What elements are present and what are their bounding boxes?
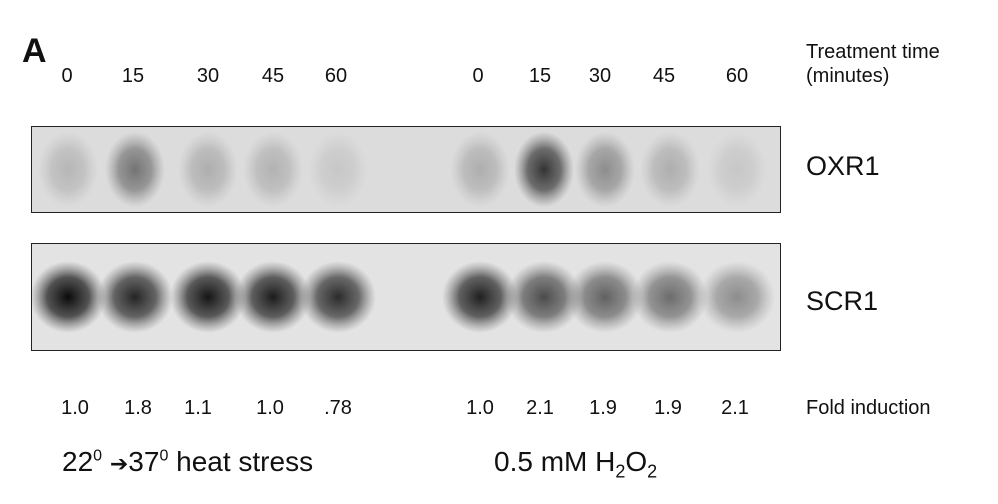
heat-from-degree: 0 [93, 447, 103, 465]
fold-value: 1.9 [589, 397, 617, 419]
blot-band [308, 131, 368, 208]
time-point-label: 45 [261, 65, 285, 87]
blot-band [567, 261, 643, 333]
heat-from: 22 [62, 446, 94, 477]
time-point-label: 60 [324, 65, 348, 87]
treatment-time-line1: Treatment time [806, 41, 940, 63]
h2o2-label: 0.5 mM H2O2 [494, 445, 657, 483]
treatment-time-label: Treatment time (minutes) [806, 40, 940, 88]
oxr1-blot-image [38, 131, 767, 208]
fold-value: 1.0 [61, 397, 89, 419]
time-point-label: 30 [196, 65, 220, 87]
scr1-label: SCR1 [806, 286, 879, 316]
time-point-label: 15 [528, 65, 552, 87]
time-point-label: 0 [61, 65, 73, 87]
fold-value: .78 [324, 397, 352, 419]
oxr1-blot [31, 126, 781, 213]
time-point-label: 0 [472, 65, 484, 87]
blot-band [235, 261, 311, 333]
fold-value: 2.1 [721, 397, 749, 419]
blot-band [170, 261, 246, 333]
blot-band [300, 261, 376, 333]
arrow-right-icon: ➔ [109, 451, 129, 476]
blot-band [514, 131, 574, 208]
fold-value: 2.1 [526, 397, 554, 419]
time-point-label: 30 [588, 65, 612, 87]
heat-to: 37 [128, 446, 160, 477]
blot-band [243, 131, 303, 208]
blot-band [575, 131, 635, 208]
treatment-time-line2: (minutes) [806, 65, 890, 87]
blot-band [450, 131, 510, 208]
blot-band [707, 131, 767, 208]
blot-band [506, 261, 582, 333]
blot-band [105, 131, 165, 208]
panel-letter: A [22, 32, 47, 70]
fold-induction-label: Fold induction [806, 397, 931, 419]
heat-rest: heat stress [176, 446, 314, 477]
h2o2-prefix: 0.5 mM H [494, 446, 616, 477]
fold-value: 1.0 [466, 397, 494, 419]
time-point-label: 60 [725, 65, 749, 87]
blot-band [699, 261, 775, 333]
blot-band [38, 131, 98, 208]
fold-value: 1.9 [654, 397, 682, 419]
time-point-label: 15 [121, 65, 145, 87]
blot-band [640, 131, 700, 208]
blot-band [178, 131, 238, 208]
scr1-blot [31, 243, 781, 351]
oxr1-label: OXR1 [806, 151, 880, 181]
blot-band [632, 261, 708, 333]
time-point-label: 45 [652, 65, 676, 87]
h2o2-mid: O [625, 446, 648, 477]
heat-stress-label: 220 ➔370 heat stress [62, 445, 313, 479]
blot-band [442, 261, 518, 333]
heat-to-degree: 0 [159, 447, 169, 465]
h2o2-sub2: 2 [647, 461, 658, 482]
h2o2-sub1: 2 [615, 461, 626, 482]
scr1-blot-image [32, 261, 775, 333]
blot-band [32, 261, 106, 333]
fold-value: 1.8 [124, 397, 152, 419]
blot-band [97, 261, 173, 333]
fold-value: 1.0 [256, 397, 284, 419]
fold-value: 1.1 [184, 397, 212, 419]
